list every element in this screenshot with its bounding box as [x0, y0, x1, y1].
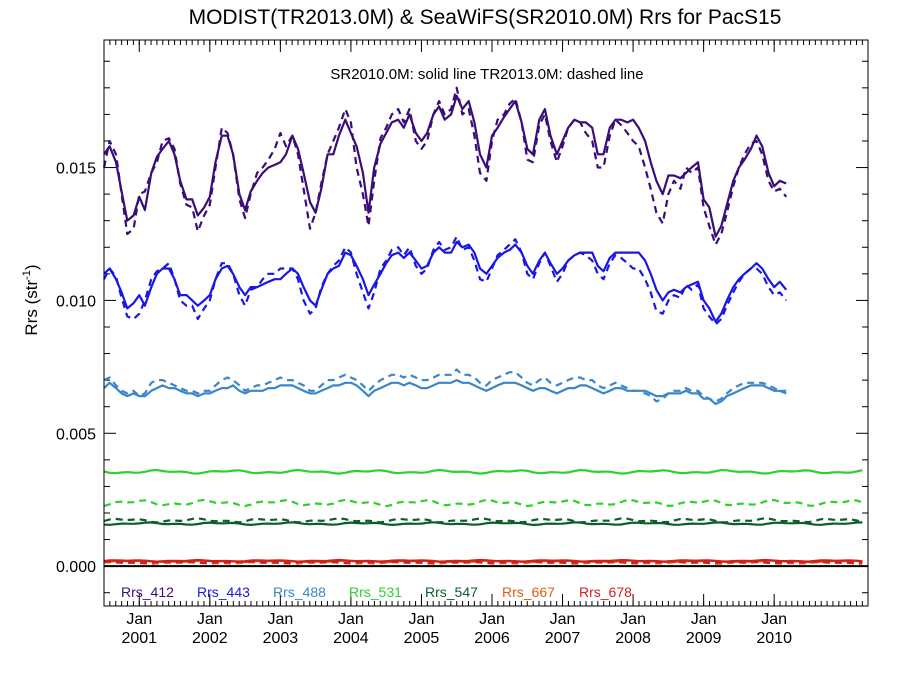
x-tick-month-label: Jan: [620, 611, 646, 628]
x-tick-month-label: Jan: [550, 611, 576, 628]
legend-entry: Rrs_678: [579, 584, 632, 600]
legend-entry: Rrs_488: [273, 584, 326, 600]
x-tick-month-label: Jan: [338, 611, 364, 628]
y-axis-label: Rrs (str-1): [21, 264, 41, 335]
legend-entry: Rrs_443: [197, 584, 250, 600]
x-tick-year-label: 2002: [192, 630, 228, 647]
series-line-rrs-443-dashed: [103, 235, 788, 326]
y-tick-label: 0.000: [56, 559, 96, 576]
x-tick-year-label: 2010: [756, 630, 792, 647]
series-line-rrs-531-dashed: [103, 498, 863, 508]
series-line-rrs-488-solid: [103, 379, 787, 406]
legend: Rrs_412 Rrs_443 Rrs_488 Rrs_531 Rrs_547 Rrs_6…: [121, 584, 632, 600]
legend-entry: Rrs_531: [349, 584, 402, 600]
x-tick-year-label: 2006: [474, 630, 510, 647]
x-tick-month-label: Jan: [479, 611, 505, 628]
x-tick-month-label: Jan: [126, 611, 152, 628]
axis-ticks: 0.000 0.005 0.010 0.015 Jan 2001 Jan 2002 Jan 200…: [56, 40, 868, 647]
y-axis-label-superscript: -1: [21, 270, 33, 280]
x-tick-year-label: 2008: [615, 630, 651, 647]
y-axis-label-main: Rrs (str: [22, 280, 41, 336]
y-tick-label: 0.015: [56, 161, 96, 178]
y-axis-label-close: ): [22, 264, 41, 270]
series-line-rrs-678-dashed: [103, 560, 863, 564]
x-tick-year-label: 2007: [545, 630, 581, 647]
chart-subtitle: SR2010.0M: solid line TR2013.0M: dashed …: [330, 66, 643, 83]
x-tick-month-label: Jan: [267, 611, 293, 628]
y-tick-label: 0.010: [56, 293, 96, 310]
x-tick-year-label: 2009: [686, 630, 722, 647]
series-line-rrs-547-solid: [103, 521, 863, 526]
series-line-rrs-531-solid: [103, 468, 863, 475]
chart-title: MODIST(TR2013.0M) & SeaWiFS(SR2010.0M) R…: [189, 6, 782, 29]
x-tick-year-label: 2005: [404, 630, 440, 647]
legend-entry: Rrs_412: [121, 584, 174, 600]
x-tick-month-label: Jan: [409, 611, 435, 628]
series-lines: [102, 86, 863, 565]
x-tick-year-label: 2001: [121, 630, 157, 647]
x-tick-month-label: Jan: [761, 611, 787, 628]
x-tick-year-label: 2003: [263, 630, 299, 647]
plot-frame: [103, 39, 869, 607]
series-line-rrs-412-dashed: [102, 86, 788, 246]
x-tick-month-label: Jan: [197, 611, 223, 628]
series-line-rrs-488-dashed: [103, 368, 787, 403]
series-line-rrs-547-dashed: [103, 517, 863, 524]
x-tick-year-label: 2004: [333, 630, 369, 647]
y-tick-label: 0.005: [56, 426, 96, 443]
legend-entry: Rrs_667: [502, 584, 555, 600]
x-tick-month-label: Jan: [691, 611, 717, 628]
legend-entry: Rrs_547: [425, 584, 478, 600]
